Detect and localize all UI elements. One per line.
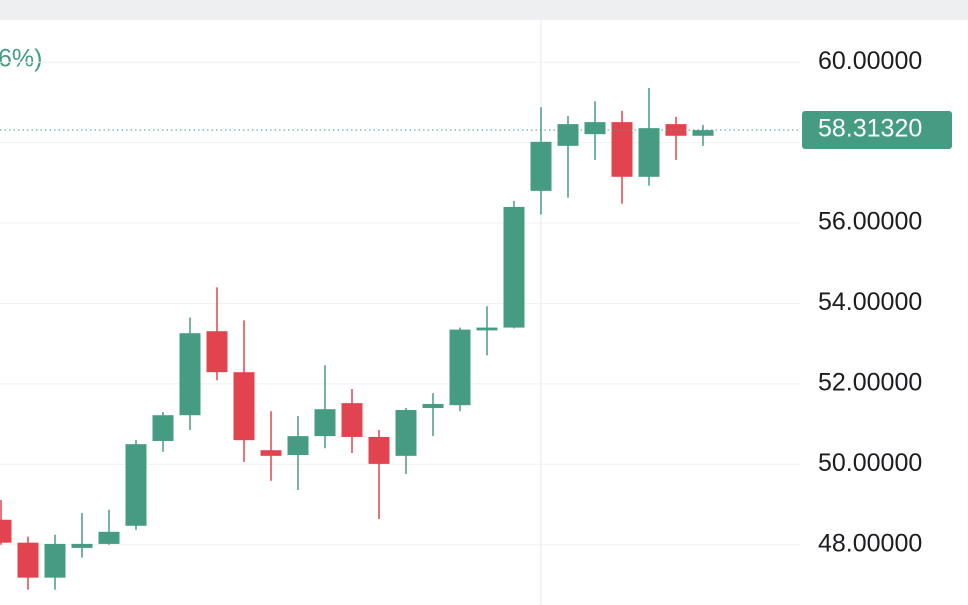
candle-body bbox=[368, 436, 390, 464]
candle-body bbox=[233, 372, 255, 441]
candle-body bbox=[179, 333, 201, 416]
candle-body bbox=[584, 122, 606, 135]
candle-body bbox=[341, 403, 363, 437]
top-bar bbox=[0, 0, 968, 20]
candle-body bbox=[98, 531, 120, 544]
candle-body bbox=[287, 436, 309, 456]
change-text: 6%) bbox=[0, 45, 42, 73]
candle-body bbox=[503, 206, 525, 328]
y-tick-label: 48.00000 bbox=[818, 529, 922, 557]
candle-body bbox=[152, 415, 174, 441]
candle-body bbox=[530, 141, 552, 191]
candle-body bbox=[314, 409, 336, 437]
candle-body bbox=[692, 130, 714, 136]
candle-body bbox=[260, 450, 282, 456]
candle-body bbox=[557, 124, 579, 146]
y-tick-label: 54.00000 bbox=[818, 288, 922, 316]
candle-body bbox=[422, 403, 444, 408]
y-tick-label: 52.00000 bbox=[818, 368, 922, 396]
candle-body bbox=[206, 331, 228, 373]
last-price-label: 58.31320 bbox=[818, 115, 922, 143]
y-tick-label: 56.00000 bbox=[818, 208, 922, 236]
last-price-box bbox=[802, 111, 952, 150]
candle-body bbox=[449, 329, 471, 406]
candle-body bbox=[638, 128, 660, 177]
candle-body bbox=[395, 409, 417, 456]
candle-body bbox=[17, 542, 39, 578]
candle-body bbox=[611, 122, 633, 177]
y-tick-label: 60.00000 bbox=[818, 47, 922, 75]
candle-body bbox=[44, 543, 66, 578]
candle-body bbox=[71, 543, 93, 548]
candle-body bbox=[125, 444, 147, 526]
y-tick-label: 50.00000 bbox=[818, 449, 922, 477]
candle-body bbox=[476, 327, 498, 331]
candle-body bbox=[0, 519, 12, 543]
